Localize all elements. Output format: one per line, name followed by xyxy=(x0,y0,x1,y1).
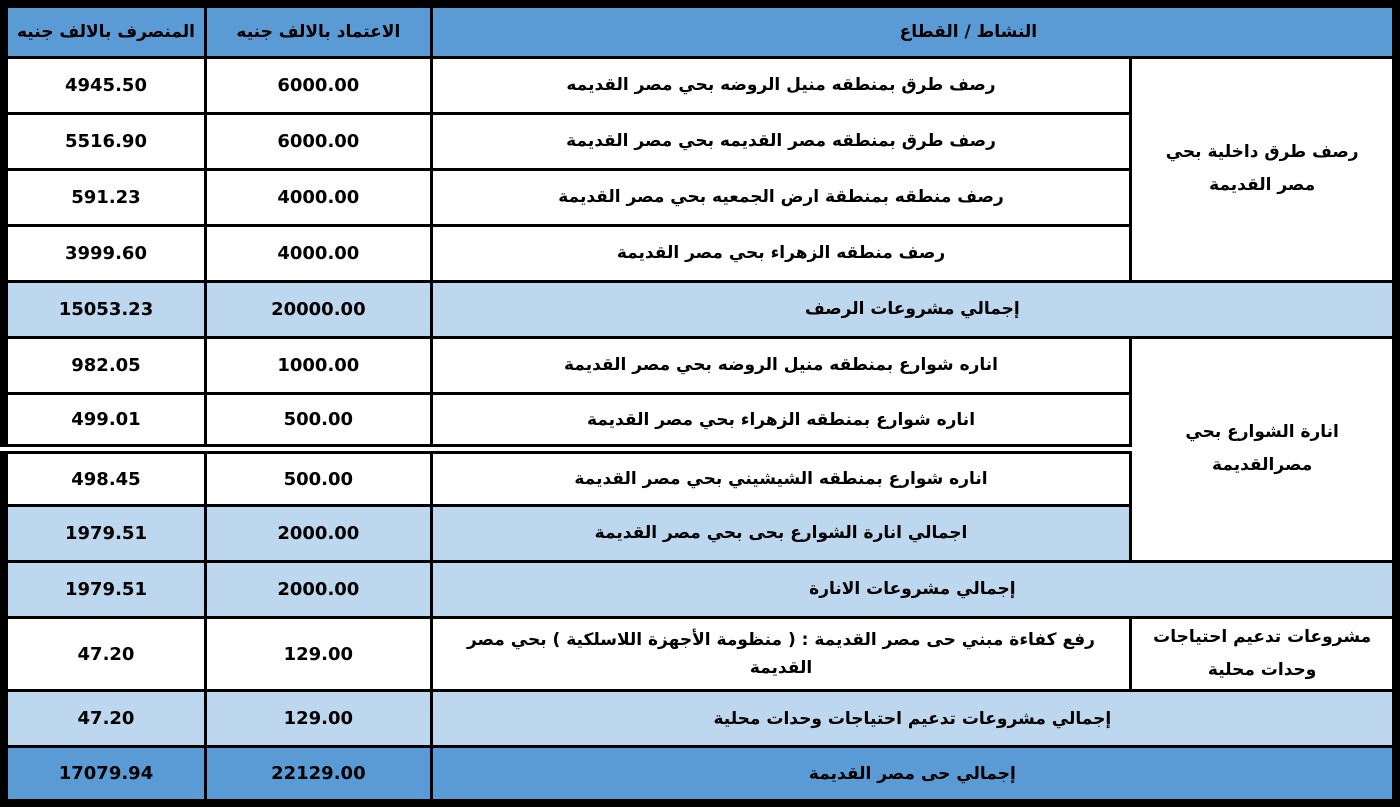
spent-cell: 982.05 xyxy=(2,335,207,395)
activity-cell: رصف منطقه الزهراء بحي مصر القديمة xyxy=(429,223,1133,283)
spent-cell: 591.23 xyxy=(2,167,207,227)
grand-total-row: إجمالي حى مصر القديمة 22129.00 17079.94 xyxy=(2,745,1398,805)
activity-cell: رصف طرق بمنطقه مصر القديمه بحي مصر القدي… xyxy=(429,111,1133,171)
activity-cell: رصف منطقه بمنطقة ارض الجمعيه بحي مصر الق… xyxy=(429,167,1133,227)
group-cell-support: مشروعات تدعيم احتياجات وحدات محلية xyxy=(1129,616,1398,693)
credit-cell: 4000.00 xyxy=(203,223,433,283)
credit-cell: 129.00 xyxy=(203,689,433,749)
spent-cell: 4945.50 xyxy=(2,55,207,115)
group-cell-lighting: انارة الشوارع بحي مصرالقديمة xyxy=(1129,335,1398,563)
spent-cell: 498.45 xyxy=(2,444,207,507)
table-row: رصف طرق بمنطقه مصر القديمه بحي مصر القدي… xyxy=(2,111,1396,171)
subtotal-label: إجمالي مشروعات تدعيم احتياجات وحدات محلي… xyxy=(429,689,1398,749)
credit-cell: 500.00 xyxy=(203,391,433,451)
header-credit: الاعتماد بالالف جنيه xyxy=(203,2,433,59)
activity-cell: رفع كفاءة مبني حى مصر القديمة : ( منظومة… xyxy=(429,616,1133,693)
table-row: انارة الشوارع بحي مصرالقديمة اناره شوارع… xyxy=(2,335,1398,563)
grand-total-label: إجمالي حى مصر القديمة xyxy=(429,745,1398,805)
header-sector-activity: النشاط / القطاع xyxy=(429,2,1398,59)
activity-cell: اناره شوارع بمنطقه الزهراء بحي مصر القدي… xyxy=(429,391,1133,451)
credit-cell: 500.00 xyxy=(203,444,433,507)
table-row: اناره شوارع بمنطقه الزهراء بحي مصر القدي… xyxy=(2,391,1396,451)
group-cell-paving: رصف طرق داخلية بحي مصر القديمة xyxy=(1129,55,1398,283)
spent-cell: 3999.60 xyxy=(2,223,207,283)
subtotal-row-street-lighting: اجمالي انارة الشوارع بحى بحي مصر القديمة… xyxy=(2,503,1396,563)
subtotal-row-support: إجمالي مشروعات تدعيم احتياجات وحدات محلي… xyxy=(2,689,1398,749)
table-row: مشروعات تدعيم احتياجات وحدات محلية رفع ك… xyxy=(2,616,1398,693)
header-spent: المنصرف بالالف جنيه xyxy=(2,2,207,59)
credit-cell: 4000.00 xyxy=(203,167,433,227)
spent-cell: 499.01 xyxy=(2,391,207,451)
credit-cell: 2000.00 xyxy=(203,503,433,563)
subtotal-label: إجمالي مشروعات الانارة xyxy=(429,559,1398,620)
table-row: رصف منطقه الزهراء بحي مصر القديمة 4000.0… xyxy=(2,223,1396,283)
spent-cell: 5516.90 xyxy=(2,111,207,171)
credit-cell: 22129.00 xyxy=(203,745,433,805)
credit-cell: 129.00 xyxy=(203,616,433,693)
activity-cell: اناره شوارع بمنطقه الشيشيني بحي مصر القد… xyxy=(429,444,1133,507)
table-row: اناره شوارع بمنطقه الشيشيني بحي مصر القد… xyxy=(2,444,1396,507)
spent-cell: 47.20 xyxy=(2,616,207,693)
subtotal-row-lighting: إجمالي مشروعات الانارة 2000.00 1979.51 xyxy=(2,559,1398,620)
subtotal-label: إجمالي مشروعات الرصف xyxy=(429,279,1398,339)
subtotal-label: اجمالي انارة الشوارع بحى بحي مصر القديمة xyxy=(429,503,1133,563)
credit-cell: 2000.00 xyxy=(203,559,433,620)
spent-cell: 1979.51 xyxy=(2,503,207,563)
activity-cell: اناره شوارع بمنطقه منيل الروضه بحي مصر ا… xyxy=(429,335,1133,395)
spent-cell: 47.20 xyxy=(2,689,207,749)
credit-cell: 6000.00 xyxy=(203,55,433,115)
credit-cell: 6000.00 xyxy=(203,111,433,171)
credit-cell: 20000.00 xyxy=(203,279,433,339)
table-row: رصف طرق داخلية بحي مصر القديمة رصف طرق ب… xyxy=(2,55,1398,283)
table-row: رصف منطقه بمنطقة ارض الجمعيه بحي مصر الق… xyxy=(2,167,1396,227)
spent-cell: 15053.23 xyxy=(2,279,207,339)
spent-cell: 17079.94 xyxy=(2,745,207,805)
credit-cell: 1000.00 xyxy=(203,335,433,395)
header-row: النشاط / القطاع الاعتماد بالالف جنيه الم… xyxy=(2,2,1398,59)
spent-cell: 1979.51 xyxy=(2,559,207,620)
activity-cell: رصف طرق بمنطقه منيل الروضه بحي مصر القدي… xyxy=(429,55,1133,115)
subtotal-row-paving: إجمالي مشروعات الرصف 20000.00 15053.23 xyxy=(2,279,1398,339)
